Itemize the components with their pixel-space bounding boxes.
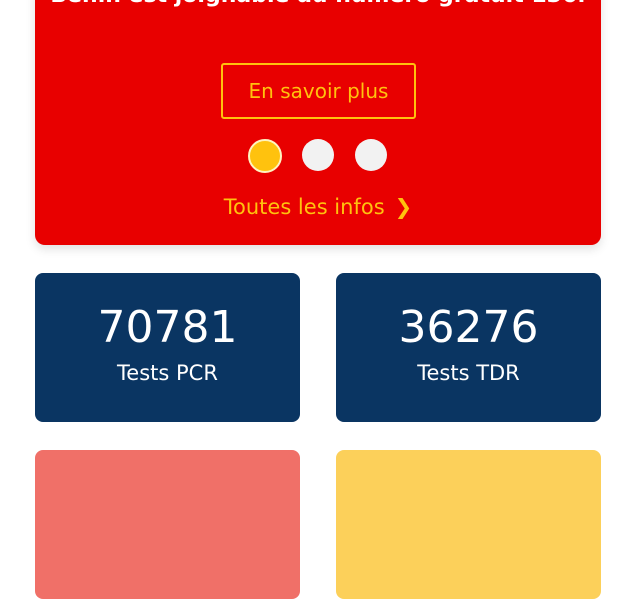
- stat-value: 70781: [97, 302, 238, 353]
- stat-card-tdr: 36276 Tests TDR: [336, 273, 601, 422]
- stat-label: Tests TDR: [417, 361, 520, 385]
- stat-card-pcr: 70781 Tests PCR: [35, 273, 300, 422]
- stat-card-3: [35, 450, 300, 599]
- carousel-dot-2[interactable]: [302, 139, 334, 171]
- banner-message: Bénin est joignable au numéro gratuit 13…: [35, 0, 601, 12]
- all-info-label: Toutes les infos: [223, 195, 385, 219]
- chevron-right-icon: ❯: [394, 195, 413, 219]
- stat-label: Tests PCR: [117, 361, 218, 385]
- learn-more-button[interactable]: En savoir plus: [221, 63, 416, 119]
- all-info-link[interactable]: Toutes les infos ❯: [35, 195, 601, 219]
- carousel-dot-1[interactable]: [248, 139, 282, 173]
- stat-card-4: [336, 450, 601, 599]
- stat-value: 36276: [398, 302, 539, 353]
- info-banner: Bénin est joignable au numéro gratuit 13…: [35, 0, 601, 245]
- carousel-dot-3[interactable]: [355, 139, 387, 171]
